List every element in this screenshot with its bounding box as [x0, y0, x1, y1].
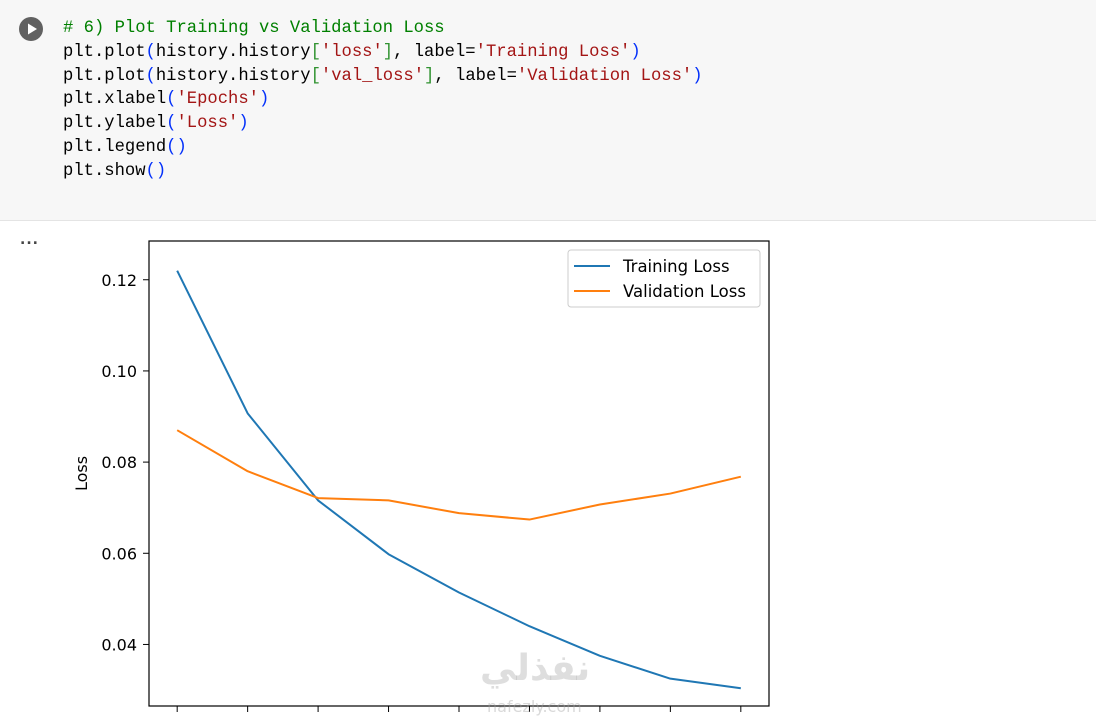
code-token: plt.show — [63, 161, 146, 181]
legend-box — [567, 249, 761, 308]
legend-label: Training Loss — [622, 257, 730, 276]
play-icon — [28, 23, 37, 35]
code-token: ) — [692, 66, 703, 86]
code-line: plt.show() — [63, 160, 703, 184]
code-line: plt.plot(history.history['loss'], label=… — [63, 41, 703, 65]
code-token: , label= — [393, 42, 476, 62]
code-token: () — [145, 161, 167, 181]
code-token: ( — [145, 42, 156, 62]
series-line — [176, 429, 742, 521]
code-token: , label= — [434, 66, 517, 86]
y-tick-label: 0.10 — [101, 362, 137, 381]
plot-frame — [148, 240, 770, 707]
y-tick-label: 0.04 — [101, 635, 137, 654]
code-token: plt.plot — [63, 42, 146, 62]
y-tick-label: 0.06 — [101, 544, 137, 563]
code-token: plt.plot — [63, 66, 146, 86]
code-token: 'Loss' — [176, 114, 239, 134]
output-menu-icon[interactable]: ... — [20, 232, 39, 248]
code-token: [ — [310, 42, 321, 62]
code-token: plt.ylabel — [63, 114, 167, 134]
code-token: ( — [166, 114, 177, 134]
output-chart: 0.04 0.06 0.08 0.10 0.12 Loss Training Loss Va… — [0, 220, 1096, 720]
code-token: ( — [145, 66, 156, 86]
code-token: history.history — [155, 42, 311, 62]
code-token: ] — [382, 42, 394, 62]
code-editor[interactable]: # 6) Plot Training vs Validation Loss plt… — [63, 17, 703, 184]
code-line: # 6) Plot Training vs Validation Loss — [63, 17, 703, 41]
code-token: 'Epochs' — [176, 90, 259, 110]
code-cell[interactable]: # 6) Plot Training vs Validation Loss plt… — [0, 0, 1096, 221]
code-token: () — [166, 137, 187, 157]
y-axis-label: Loss — [72, 456, 91, 491]
code-token: 'Training Loss' — [475, 42, 631, 62]
code-token: [ — [310, 66, 321, 86]
series-line — [176, 270, 741, 690]
loss-chart: 0.04 0.06 0.08 0.10 0.12 Loss Training Loss Va… — [72, 240, 770, 712]
code-token: # 6) Plot Training vs Validation Loss — [63, 19, 445, 38]
code-line: plt.legend() — [63, 136, 703, 160]
code-token: ) — [630, 42, 641, 62]
y-tick-label: 0.08 — [101, 453, 137, 472]
code-token: history.history — [155, 66, 311, 86]
code-token: ] — [424, 66, 435, 86]
code-line: plt.xlabel('Epochs') — [63, 88, 703, 112]
code-token: ( — [166, 90, 177, 110]
code-token: 'loss' — [320, 42, 383, 62]
code-token: plt.legend — [63, 137, 167, 157]
code-token: ) — [238, 114, 249, 134]
code-line: plt.plot(history.history['val_loss'], la… — [63, 65, 703, 89]
code-token: 'Validation Loss' — [516, 66, 693, 86]
run-cell-button[interactable] — [19, 17, 43, 41]
legend-label: Validation Loss — [623, 282, 746, 301]
code-token: plt.xlabel — [63, 90, 167, 110]
code-token: 'val_loss' — [320, 66, 425, 86]
code-token: ) — [259, 90, 270, 110]
y-tick-label: 0.12 — [101, 271, 137, 290]
code-line: plt.ylabel('Loss') — [63, 112, 703, 136]
